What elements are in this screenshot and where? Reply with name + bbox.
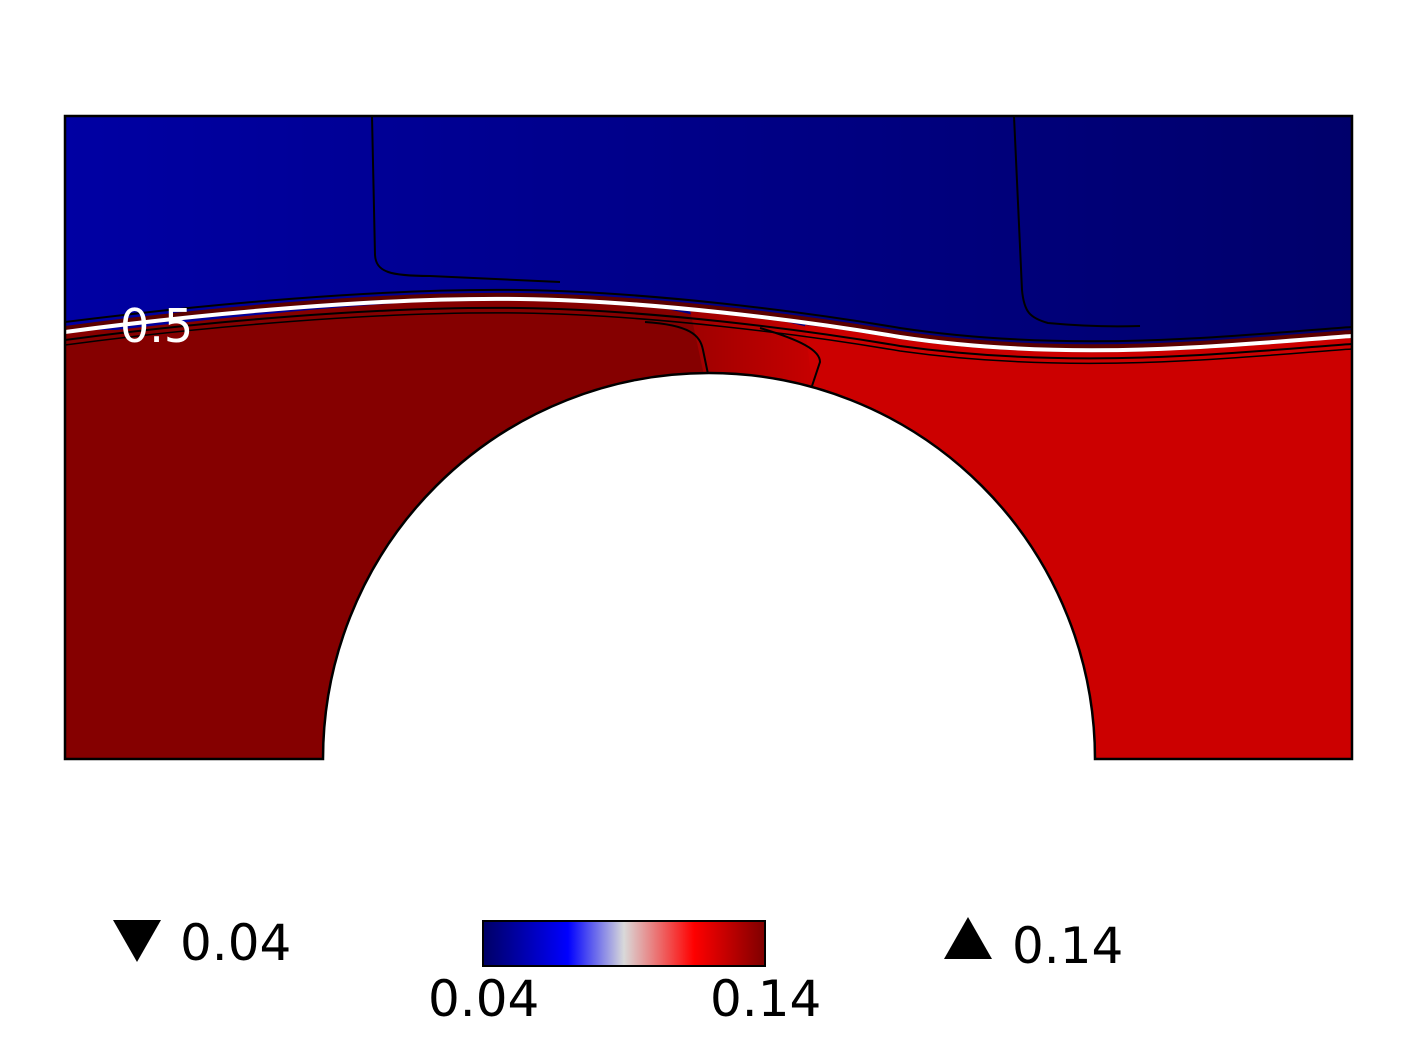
- contour-line: [759, 327, 822, 387]
- contour-line: [65, 312, 1352, 365]
- colorbar-min-label: 0.04: [428, 970, 540, 1028]
- domain-outline: [63, 114, 1354, 761]
- lower-right-region: [805, 325, 1352, 759]
- contour-label: 0.5: [120, 299, 193, 353]
- contour-line: [371, 116, 561, 283]
- contour-line: [644, 321, 709, 375]
- contour-line-0-5: [65, 296, 1352, 353]
- colorbar-max-label: 0.14: [710, 970, 822, 1028]
- lower-left-fill: [65, 330, 715, 759]
- colorbar: [482, 920, 766, 967]
- min-value-marker-icon: [113, 920, 161, 962]
- contour-line: [1013, 116, 1141, 328]
- min-value-label: 0.04: [180, 914, 292, 972]
- contour-line: [65, 288, 1352, 343]
- contour-line: [65, 306, 1352, 360]
- max-value-label: 0.14: [1012, 917, 1124, 975]
- max-value-marker-icon: [944, 917, 992, 959]
